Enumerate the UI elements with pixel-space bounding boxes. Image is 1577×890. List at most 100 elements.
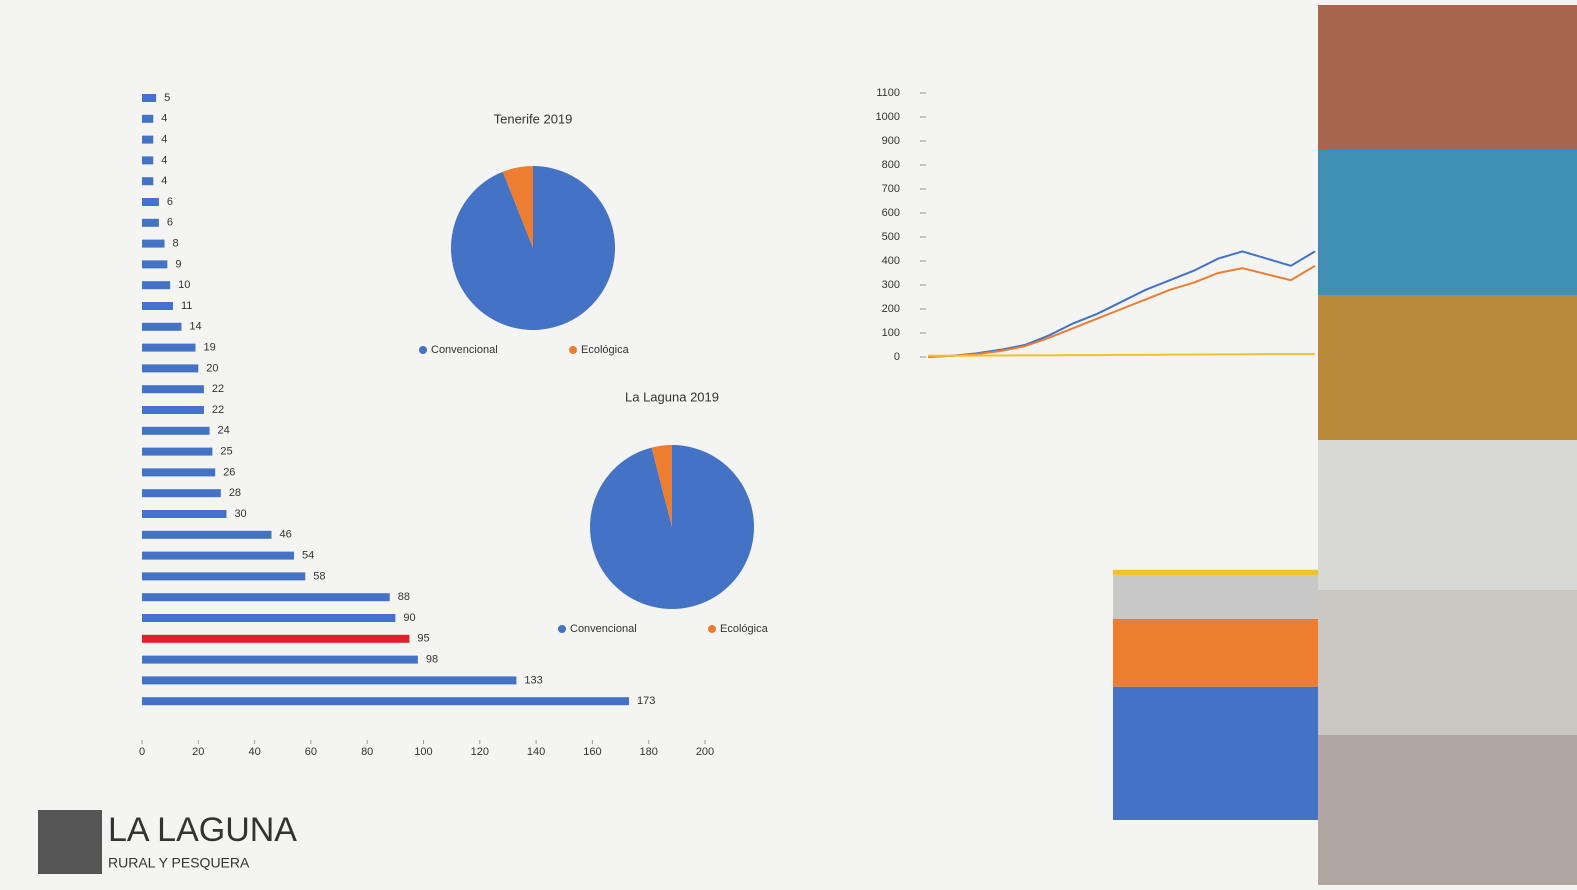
- pie-title: Tenerife 2019: [494, 111, 573, 126]
- bar-label: 173: [637, 695, 655, 707]
- bar: [142, 364, 199, 373]
- x-tick-label: 40: [248, 746, 260, 758]
- bar: [142, 135, 154, 144]
- bar-label: 88: [398, 591, 410, 603]
- legend-swatch: [708, 625, 716, 633]
- video-tile: [1318, 440, 1577, 590]
- bar: [142, 426, 210, 435]
- x-tick-label: 120: [471, 746, 489, 758]
- bar-label: 22: [212, 383, 224, 395]
- x-tick-label: 60: [305, 746, 317, 758]
- bar-label: 6: [167, 196, 173, 208]
- bar: [142, 634, 410, 643]
- legend-swatch: [558, 625, 566, 633]
- bar: [142, 302, 173, 310]
- y-tick-label: 1100: [876, 87, 900, 99]
- bar-label: 26: [223, 466, 235, 478]
- bar: [142, 697, 629, 706]
- y-tick-label: 800: [882, 159, 900, 171]
- video-tile: [1318, 735, 1577, 885]
- x-tick-label: 160: [583, 746, 601, 758]
- video-tile: [1318, 150, 1577, 295]
- bar-label: 20: [206, 362, 218, 374]
- bar-label: 5: [164, 92, 170, 104]
- bar: [142, 94, 157, 102]
- bar-label: 10: [178, 279, 190, 291]
- pie-slice: [651, 445, 672, 527]
- video-tile: [1318, 5, 1577, 150]
- video-tile: [1318, 590, 1577, 735]
- bar-label: 6: [167, 217, 173, 229]
- x-tick-label: 140: [527, 746, 545, 758]
- bar: [142, 260, 168, 269]
- video-tiles: [1318, 5, 1577, 885]
- bar: [142, 406, 204, 414]
- legend-swatch: [569, 346, 577, 354]
- bar: [142, 322, 182, 331]
- y-tick-label: 300: [882, 279, 900, 291]
- bar: [142, 510, 227, 518]
- video-tile: [1318, 295, 1577, 440]
- bar-label: 11: [181, 300, 192, 312]
- stacked-segment: [1113, 569, 1318, 576]
- bar-label: 25: [220, 446, 232, 458]
- bar: [142, 551, 295, 560]
- bar-label: 95: [417, 633, 429, 645]
- y-tick-label: 900: [882, 135, 900, 147]
- bar: [142, 572, 306, 581]
- bar: [142, 468, 216, 477]
- bar: [142, 593, 390, 602]
- bar-label: 19: [203, 342, 215, 354]
- x-tick-label: 180: [640, 746, 658, 758]
- logo-subtitle: RURAL Y PESQUERA: [108, 855, 250, 871]
- stacked-segment: [1113, 618, 1318, 687]
- x-tick-label: 80: [361, 746, 373, 758]
- logo-icon: [38, 810, 102, 874]
- bar: [142, 281, 171, 290]
- bar-label: 14: [189, 321, 201, 333]
- pie-slice: [502, 166, 533, 248]
- bar-label: 8: [173, 238, 179, 250]
- line-series: [928, 353, 1315, 357]
- bar-label: 9: [175, 258, 181, 270]
- line-series: [927, 250, 1316, 358]
- pie-title: La Laguna 2019: [625, 389, 719, 404]
- legend-label: Convencional: [570, 623, 637, 635]
- bar: [142, 489, 221, 498]
- x-tick-label: 100: [414, 746, 432, 758]
- x-tick-label: 20: [192, 746, 204, 758]
- y-tick-label: 600: [882, 207, 900, 219]
- y-tick-label: 200: [882, 303, 900, 315]
- bar: [142, 343, 196, 352]
- bar-label: 133: [524, 674, 542, 686]
- bar: [142, 177, 154, 186]
- bar-label: 24: [218, 425, 230, 437]
- bar: [142, 156, 154, 165]
- bar-label: 98: [426, 654, 438, 666]
- y-tick-label: 400: [882, 255, 900, 267]
- logo-title: LA LAGUNA: [108, 811, 297, 849]
- bar: [142, 530, 272, 539]
- y-tick-label: 0: [894, 351, 900, 363]
- bar-label: 4: [161, 175, 167, 187]
- y-tick-label: 700: [882, 183, 900, 195]
- y-tick-label: 1000: [876, 111, 900, 123]
- bar: [142, 198, 159, 206]
- stacked-segment: [1113, 575, 1318, 619]
- line-series: [927, 264, 1316, 358]
- bar: [142, 447, 213, 456]
- legend-swatch: [419, 346, 427, 354]
- legend-label: Ecológica: [720, 623, 769, 635]
- x-tick-label: 0: [139, 746, 145, 758]
- bar-label: 30: [234, 508, 246, 520]
- bar-label: 46: [279, 529, 291, 541]
- bar-label: 4: [161, 113, 167, 125]
- bar: [142, 655, 418, 664]
- bar: [142, 218, 159, 227]
- bar-label: 58: [313, 570, 325, 582]
- bar-label: 28: [229, 487, 241, 499]
- bar: [142, 385, 204, 394]
- bar-label: 90: [403, 612, 415, 624]
- bar-label: 4: [161, 154, 167, 166]
